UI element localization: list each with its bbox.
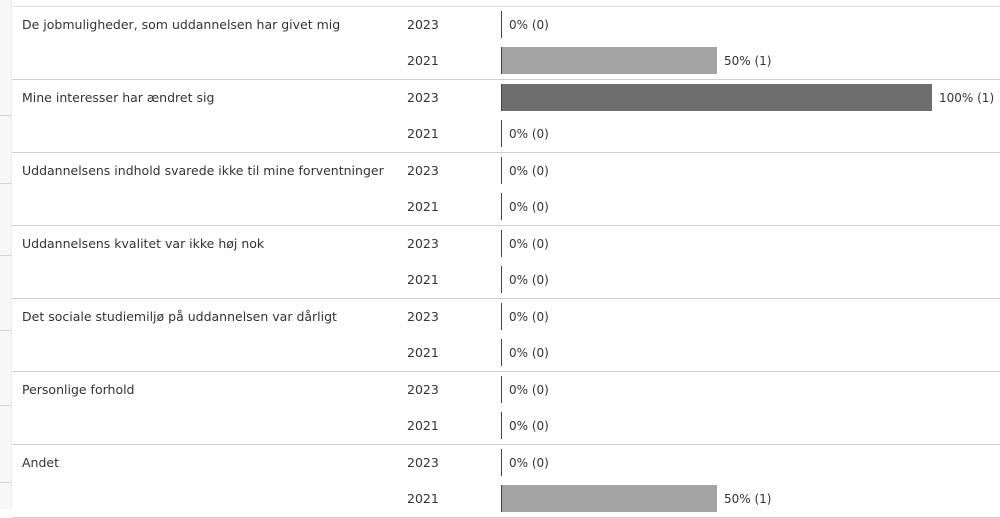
bar-row: 2023 0% (0)	[12, 7, 1000, 43]
category-label: Uddannelsens indhold svarede ikke til mi…	[22, 163, 384, 178]
zero-axis-line	[501, 11, 502, 38]
value-label: 0% (0)	[509, 419, 549, 433]
year-label: 2021	[407, 53, 439, 68]
zero-axis-line	[501, 485, 502, 512]
category-label: Det sociale studiemiljø på uddannelsen v…	[22, 309, 337, 324]
bar-row: 2021 50% (1)	[12, 481, 1000, 517]
group-divider	[12, 298, 1000, 299]
category-group: Det sociale studiemiljø på uddannelsen v…	[12, 299, 1000, 372]
value-label: 100% (1)	[939, 91, 995, 105]
year-label: 2021	[407, 199, 439, 214]
year-label: 2023	[407, 382, 439, 397]
category-label: Mine interesser har ændret sig	[22, 90, 215, 105]
value-label: 0% (0)	[509, 273, 549, 287]
zero-axis-line	[501, 266, 502, 293]
zero-axis-line	[501, 157, 502, 184]
zero-axis-line	[501, 230, 502, 257]
year-label: 2023	[407, 90, 439, 105]
year-label: 2021	[407, 418, 439, 433]
value-label: 0% (0)	[509, 456, 549, 470]
left-sidebar-strip	[0, 0, 12, 509]
bar-row: 2021 0% (0)	[12, 408, 1000, 444]
group-divider	[12, 444, 1000, 445]
year-label: 2021	[407, 126, 439, 141]
value-label: 0% (0)	[509, 127, 549, 141]
sidebar-divider	[0, 115, 11, 116]
group-divider	[12, 152, 1000, 153]
bar-row: 2023 0% (0)	[12, 445, 1000, 481]
zero-axis-line	[501, 120, 502, 147]
year-label: 2021	[407, 345, 439, 360]
category-group: Uddannelsens kvalitet var ikke høj nok 20…	[12, 226, 1000, 299]
sidebar-divider	[0, 183, 11, 184]
zero-axis-line	[501, 84, 502, 111]
group-divider	[12, 225, 1000, 226]
zero-axis-line	[501, 303, 502, 330]
bar-row: 2023 100% (1)	[12, 80, 1000, 116]
bar-row: 2021 0% (0)	[12, 116, 1000, 152]
category-group: Personlige forhold 2023 0% (0) 2021 0% (0)	[12, 372, 1000, 445]
category-label: De jobmuligheder, som uddannelsen har gi…	[22, 17, 341, 32]
value-label: 0% (0)	[509, 310, 549, 324]
bar-row: 2023 0% (0)	[12, 226, 1000, 262]
year-label: 2021	[407, 272, 439, 287]
value-label: 0% (0)	[509, 164, 549, 178]
bar-row: 2023 0% (0)	[12, 153, 1000, 189]
sidebar-divider	[0, 405, 11, 406]
year-label: 2023	[407, 163, 439, 178]
group-divider	[12, 371, 1000, 372]
category-group: Andet 2023 0% (0) 2021 50% (1)	[12, 445, 1000, 518]
value-label: 50% (1)	[724, 492, 772, 506]
value-label: 0% (0)	[509, 383, 549, 397]
bar-row: 2021 50% (1)	[12, 43, 1000, 79]
zero-axis-line	[501, 47, 502, 74]
category-group: Uddannelsens indhold svarede ikke til mi…	[12, 153, 1000, 226]
bar-chart: De jobmuligheder, som uddannelsen har gi…	[12, 7, 1000, 518]
value-label: 0% (0)	[509, 200, 549, 214]
bar-row: 2023 0% (0)	[12, 299, 1000, 335]
bar-2023	[502, 84, 932, 111]
year-label: 2021	[407, 491, 439, 506]
bar-row: 2021 0% (0)	[12, 335, 1000, 371]
value-label: 50% (1)	[724, 54, 772, 68]
bar-row: 2021 0% (0)	[12, 189, 1000, 225]
value-label: 0% (0)	[509, 346, 549, 360]
category-label: Personlige forhold	[22, 382, 135, 397]
year-label: 2023	[407, 309, 439, 324]
category-group: Mine interesser har ændret sig 2023 100% (…	[12, 80, 1000, 153]
zero-axis-line	[501, 193, 502, 220]
year-label: 2023	[407, 455, 439, 470]
bar-2021	[502, 47, 717, 74]
sidebar-divider	[0, 330, 11, 331]
sidebar-divider	[0, 255, 11, 256]
group-divider	[12, 79, 1000, 80]
zero-axis-line	[501, 339, 502, 366]
zero-axis-line	[501, 449, 502, 476]
zero-axis-line	[501, 412, 502, 439]
category-group: De jobmuligheder, som uddannelsen har gi…	[12, 7, 1000, 80]
year-label: 2023	[407, 17, 439, 32]
bar-row: 2021 0% (0)	[12, 262, 1000, 298]
bar-row: 2023 0% (0)	[12, 372, 1000, 408]
category-label: Uddannelsens kvalitet var ikke høj nok	[22, 236, 265, 251]
sidebar-divider	[0, 482, 11, 483]
zero-axis-line	[501, 376, 502, 403]
value-label: 0% (0)	[509, 18, 549, 32]
top-border	[12, 6, 1000, 7]
category-label: Andet	[22, 455, 59, 470]
bar-2021	[502, 485, 717, 512]
year-label: 2023	[407, 236, 439, 251]
value-label: 0% (0)	[509, 237, 549, 251]
